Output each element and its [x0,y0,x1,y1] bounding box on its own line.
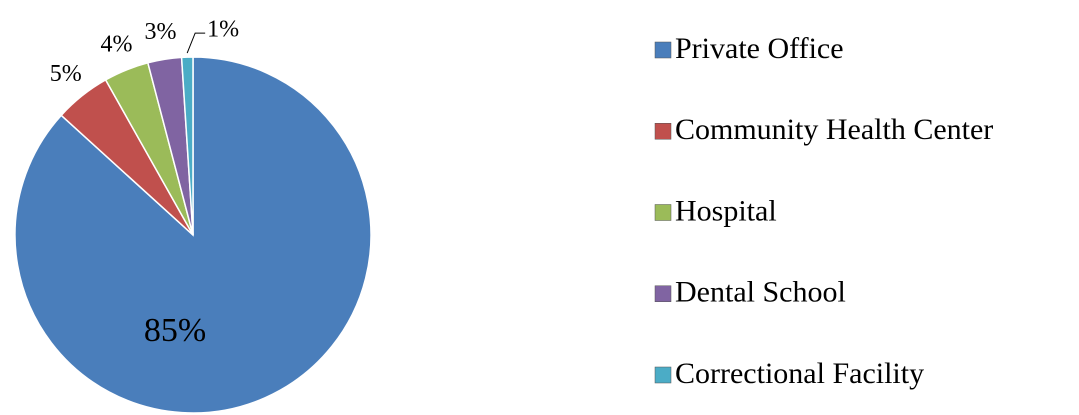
pie [14,56,372,414]
legend-label: Private Office [675,32,844,65]
data-label: 4% [100,31,132,57]
legend-swatch [654,123,672,140]
legend-label: Dental School [675,276,846,309]
legend-swatch [654,366,672,384]
leader-line [186,32,206,54]
legend-label: Hospital [675,194,777,227]
legend-swatch [654,204,672,221]
pie-slice [180,56,194,236]
legend-label: Correctional Facility [675,357,924,390]
legend: Private Office Community Health Center Hos… [654,32,993,390]
data-labels: 85% 5% 4% 3% 1% [50,17,239,349]
data-label: 5% [50,61,82,87]
data-label: 3% [144,19,176,45]
data-label: 85% [144,312,206,349]
legend-swatch [654,41,672,59]
legend-label: Community Health Center [675,113,993,146]
legend-swatch [654,285,672,302]
data-label: 1% [207,17,239,43]
